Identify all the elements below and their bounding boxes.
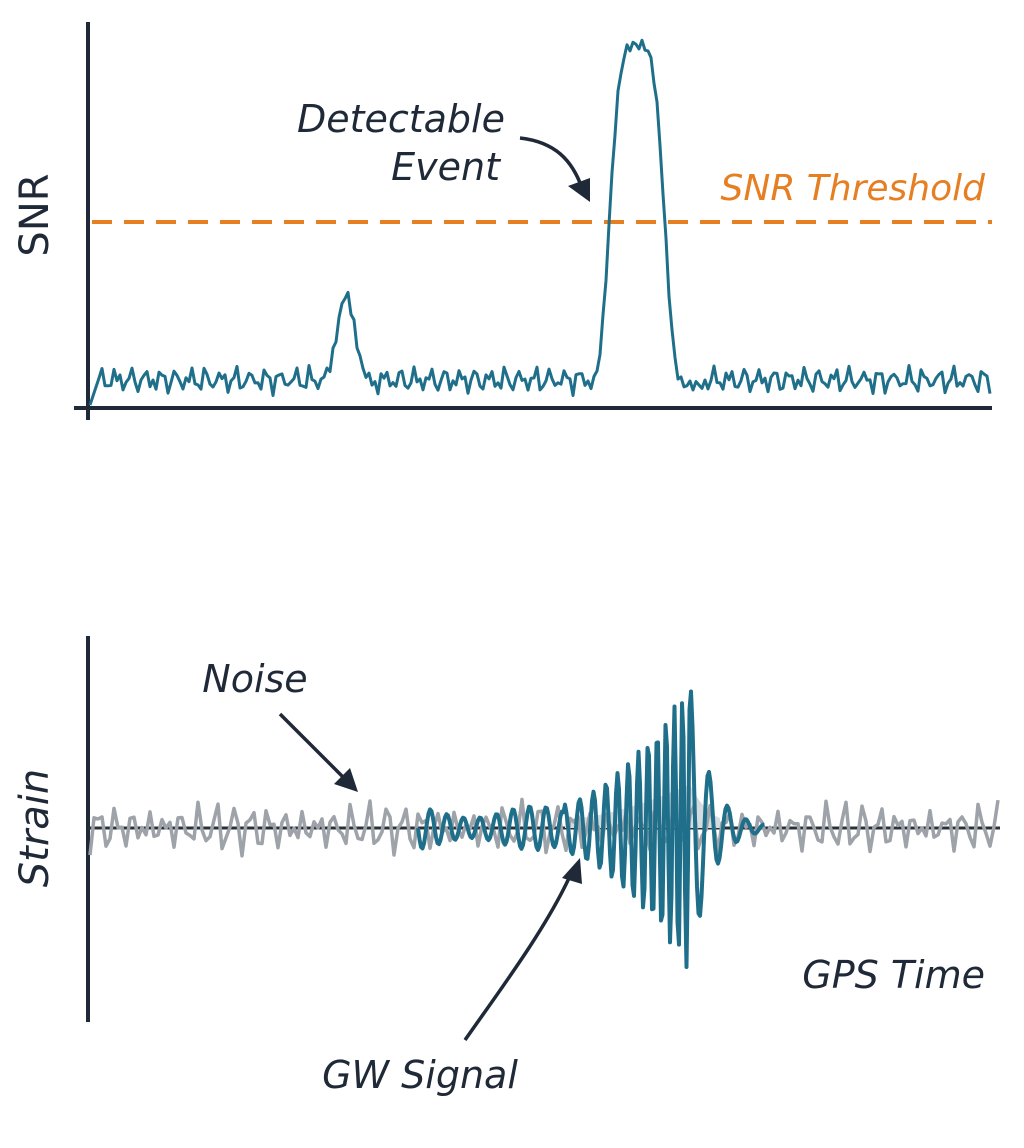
event-arrow bbox=[519, 136, 584, 189]
strain-panel: Strain Noise GPS Time GW Signal bbox=[12, 636, 1000, 1097]
gw-signal-trace bbox=[416, 689, 765, 969]
gps-time-label: GPS Time bbox=[802, 953, 985, 997]
noise-arrow bbox=[278, 712, 348, 782]
snr-panel: SNR SNR Threshold Detectable Event bbox=[12, 22, 992, 420]
detectable-event-label-line2: Event bbox=[391, 145, 502, 189]
noise-arrow-head bbox=[334, 768, 358, 792]
strain-axis-title: Strain bbox=[12, 769, 58, 888]
event-arrow-head bbox=[568, 178, 590, 202]
gw-signal-label: GW Signal bbox=[322, 1053, 518, 1097]
snr-trace bbox=[88, 38, 992, 406]
snr-threshold-label: SNR Threshold bbox=[721, 168, 987, 209]
noise-trace bbox=[88, 797, 1000, 858]
noise-label: Noise bbox=[202, 657, 307, 701]
snr-axis-title: SNR bbox=[12, 173, 58, 256]
gw-signal-arrow-head bbox=[562, 858, 582, 884]
detectable-event-label-line1: Detectable bbox=[297, 97, 505, 141]
gw-signal-arrow bbox=[463, 875, 572, 1042]
